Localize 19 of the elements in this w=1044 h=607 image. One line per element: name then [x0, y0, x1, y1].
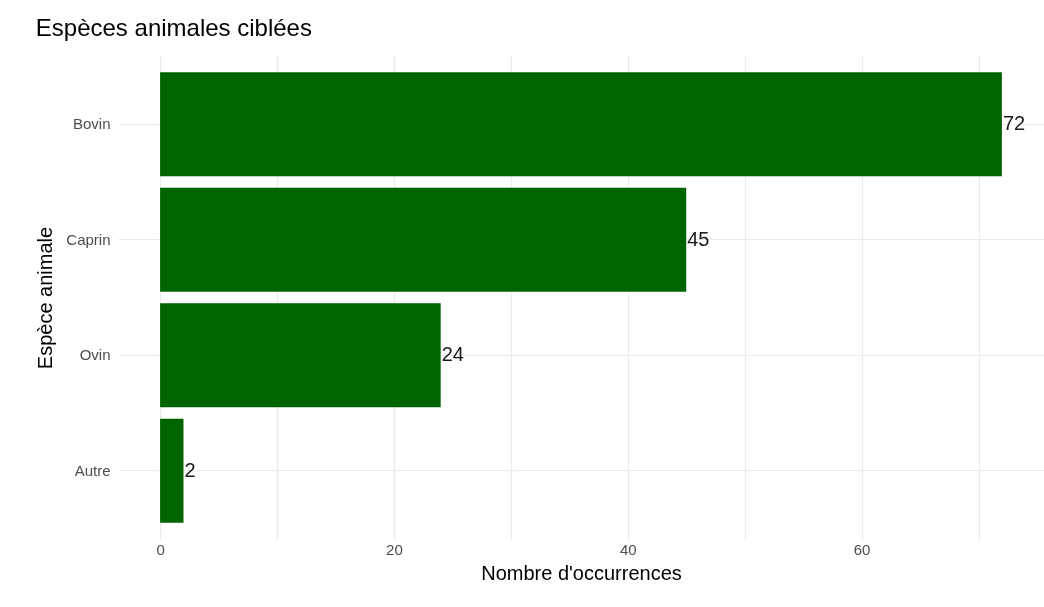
bar [160, 187, 687, 292]
bar [160, 303, 441, 408]
data-label: 45 [687, 227, 710, 250]
y-tick-label: Caprin [66, 230, 111, 248]
y-tick-label: Bovin [72, 115, 111, 133]
x-tick-label: 20 [386, 540, 403, 558]
x-tick-label: 0 [156, 540, 165, 558]
data-label: 2 [184, 458, 196, 481]
data-label: 72 [1002, 112, 1026, 135]
y-tick-label: Autre [74, 461, 111, 479]
x-axis-title: Nombre d'occurrences [481, 561, 682, 584]
bar [160, 418, 184, 523]
x-tick-label: 60 [853, 540, 871, 558]
y-axis-title: Espèce animale [34, 226, 57, 370]
bar [160, 72, 1002, 177]
chart-title: Espèces animales ciblées [35, 14, 312, 41]
y-tick-label: Ovin [79, 346, 111, 364]
data-label: 24 [441, 343, 464, 366]
x-tick-label: 40 [619, 540, 637, 558]
